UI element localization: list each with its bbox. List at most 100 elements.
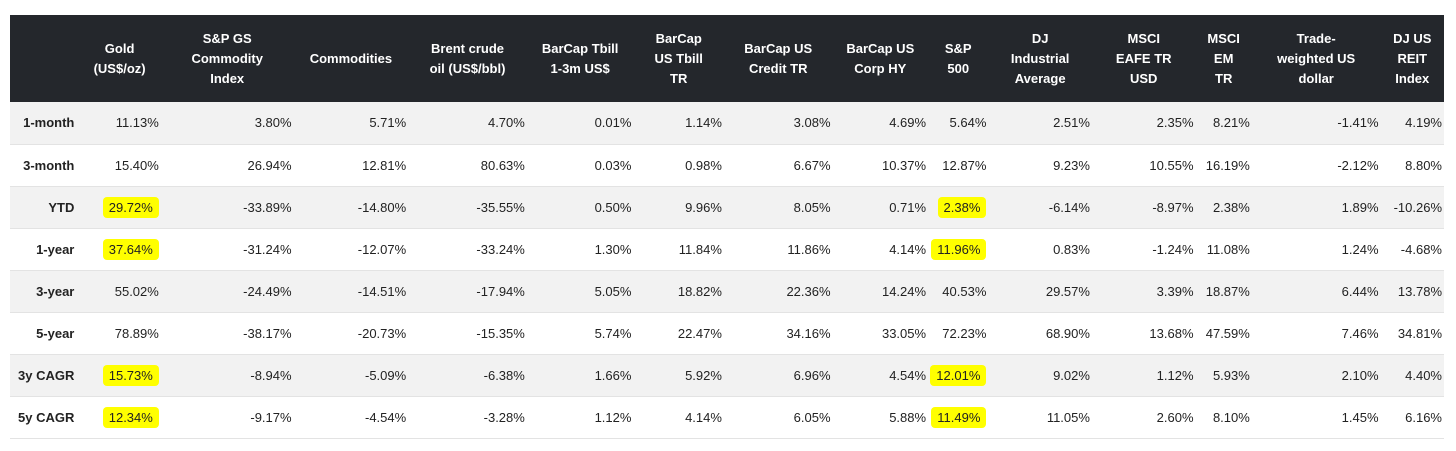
table-cell: 15.40% [114, 157, 159, 173]
table-cell: 22.36% [786, 283, 831, 299]
table-cell: 5.71% [369, 115, 407, 131]
row-label: 3y CAGR [18, 367, 75, 383]
column-header: BarCap US Corp HY [846, 40, 915, 76]
table-cell: 6.16% [1405, 409, 1442, 425]
table-cell: 5.74% [594, 325, 632, 341]
table-cell: 47.59% [1205, 325, 1250, 341]
row-label: 3-year [36, 283, 75, 299]
row-label: 5-year [36, 325, 75, 341]
table-cell: 15.73% [78, 354, 160, 396]
column-header: S&P GS Commodity Index [191, 30, 263, 86]
table-cell: 16.19% [1205, 157, 1250, 173]
table-cell: 11.86% [787, 241, 831, 257]
column-header: Trade-weighted US dollar [1277, 30, 1356, 86]
table-cell: -20.73% [357, 325, 407, 341]
table-cell: -31.24% [243, 241, 292, 257]
column-header: DJ Industrial Average [1010, 30, 1070, 86]
table-cell: 2.60% [1156, 409, 1194, 425]
table-cell: 18.87% [1205, 283, 1250, 299]
table-cell: 12.87% [942, 157, 987, 173]
table-cell: 9.02% [1053, 367, 1090, 383]
table-cell: 6.96% [793, 367, 831, 383]
table-cell: -38.17% [243, 325, 292, 341]
table-cell: 4.54% [889, 367, 927, 383]
table-cell: 13.68% [1149, 325, 1194, 341]
table-cell: 8.80% [1405, 157, 1442, 173]
table-cell: -6.38% [483, 367, 525, 383]
column-header: Brent crude oil (US$/bbl) [429, 40, 506, 76]
table-cell: -14.51% [357, 283, 407, 299]
table-cell: 3.08% [793, 115, 831, 131]
table-cell: -8.97% [1152, 199, 1194, 215]
table-cell: 5.92% [685, 367, 722, 383]
table-cell: -17.94% [476, 283, 525, 299]
table-cell: -1.24% [1152, 241, 1194, 257]
column-header: BarCap US Tbill TR [654, 30, 703, 86]
table-cell: 72.23% [942, 325, 987, 341]
table-cell: 5.88% [889, 409, 927, 425]
row-label: 1-month [23, 115, 75, 131]
table-cell: 5.05% [594, 283, 632, 299]
row-label: YTD [48, 199, 75, 215]
table-cell: 4.14% [889, 241, 927, 257]
highlighted-value: 2.38% [937, 196, 987, 218]
table-row: 1-month 11.13% 3.80% 5.71% 4.70% 0.01% 1.14% 3.… [10, 102, 1444, 144]
table-cell: 5.93% [1212, 367, 1250, 383]
highlighted-value: 15.73% [102, 364, 159, 386]
table-row: 3y CAGR 15.73% -8.94% -5.09% -6.38% 1.66% 5.92… [10, 354, 1444, 396]
header-cell-corner [10, 15, 78, 102]
table-cell: 1.89% [1341, 199, 1379, 215]
highlighted-value: 11.96% [931, 238, 987, 260]
table-cell: 1.30% [594, 241, 632, 257]
table-cell: 8.10% [1212, 409, 1250, 425]
table-cell: 11.13% [115, 115, 159, 131]
table-cell: 2.10% [1341, 367, 1379, 383]
highlighted-value: 12.01% [930, 364, 987, 386]
highlighted-value: 11.49% [931, 406, 987, 428]
returns-table-container: Gold (US$/oz) S&P GS Commodity Index Commodit… [10, 15, 1444, 439]
table-cell: 8.21% [1212, 115, 1250, 131]
table-cell: 55.02% [114, 283, 159, 299]
table-cell: 10.37% [881, 157, 927, 173]
table-cell: 1.14% [685, 115, 722, 131]
table-cell: 4.14% [685, 409, 722, 425]
table-row: 3-year 55.02% -24.49% -14.51% -17.94% 5.05% 18… [10, 270, 1444, 312]
table-cell: 78.89% [114, 325, 159, 341]
table-cell: -1.41% [1337, 115, 1379, 131]
table-cell: 11.08% [1206, 241, 1250, 257]
table-cell: 1.24% [1341, 241, 1379, 257]
table-cell: -33.24% [476, 241, 525, 257]
table-cell: 29.57% [1045, 283, 1090, 299]
table-cell: 12.81% [362, 157, 407, 173]
table-cell: 7.46% [1341, 325, 1379, 341]
table-cell: 68.90% [1045, 325, 1090, 341]
table-cell: 13.78% [1397, 283, 1442, 299]
column-header: Gold (US$/oz) [93, 40, 146, 76]
table-row: 1-year 37.64% -31.24% -12.07% -33.24% 1.30% 11… [10, 228, 1444, 270]
table-cell: 0.98% [685, 157, 722, 173]
table-cell: 11.49% [928, 396, 988, 438]
table-cell: 2.38% [928, 186, 988, 228]
table-cell: 8.05% [793, 199, 831, 215]
header-row: Gold (US$/oz) S&P GS Commodity Index Commodit… [10, 15, 1444, 102]
highlighted-value: 12.34% [102, 406, 159, 428]
table-cell: 14.24% [881, 283, 927, 299]
table-cell: -5.09% [364, 367, 407, 383]
highlighted-value: 37.64% [102, 238, 159, 260]
table-cell: 1.12% [1156, 367, 1194, 383]
row-label: 3-month [23, 157, 75, 173]
table-cell: 0.50% [594, 199, 632, 215]
table-cell: -4.68% [1400, 241, 1442, 257]
table-cell: -24.49% [243, 283, 292, 299]
table-cell: -2.12% [1337, 157, 1379, 173]
table-row: 5y CAGR 12.34% -9.17% -4.54% -3.28% 1.12% 4.14… [10, 396, 1444, 438]
table-cell: 12.01% [928, 354, 988, 396]
table-cell: 33.05% [881, 325, 927, 341]
column-header: BarCap Tbill 1-3m US$ [541, 40, 619, 76]
table-cell: 5.64% [949, 115, 987, 131]
table-cell: 6.44% [1341, 283, 1379, 299]
table-cell: 4.70% [487, 115, 525, 131]
table-cell: 11.96% [928, 228, 988, 270]
table-cell: -35.55% [476, 199, 525, 215]
table-cell: 34.81% [1397, 325, 1442, 341]
